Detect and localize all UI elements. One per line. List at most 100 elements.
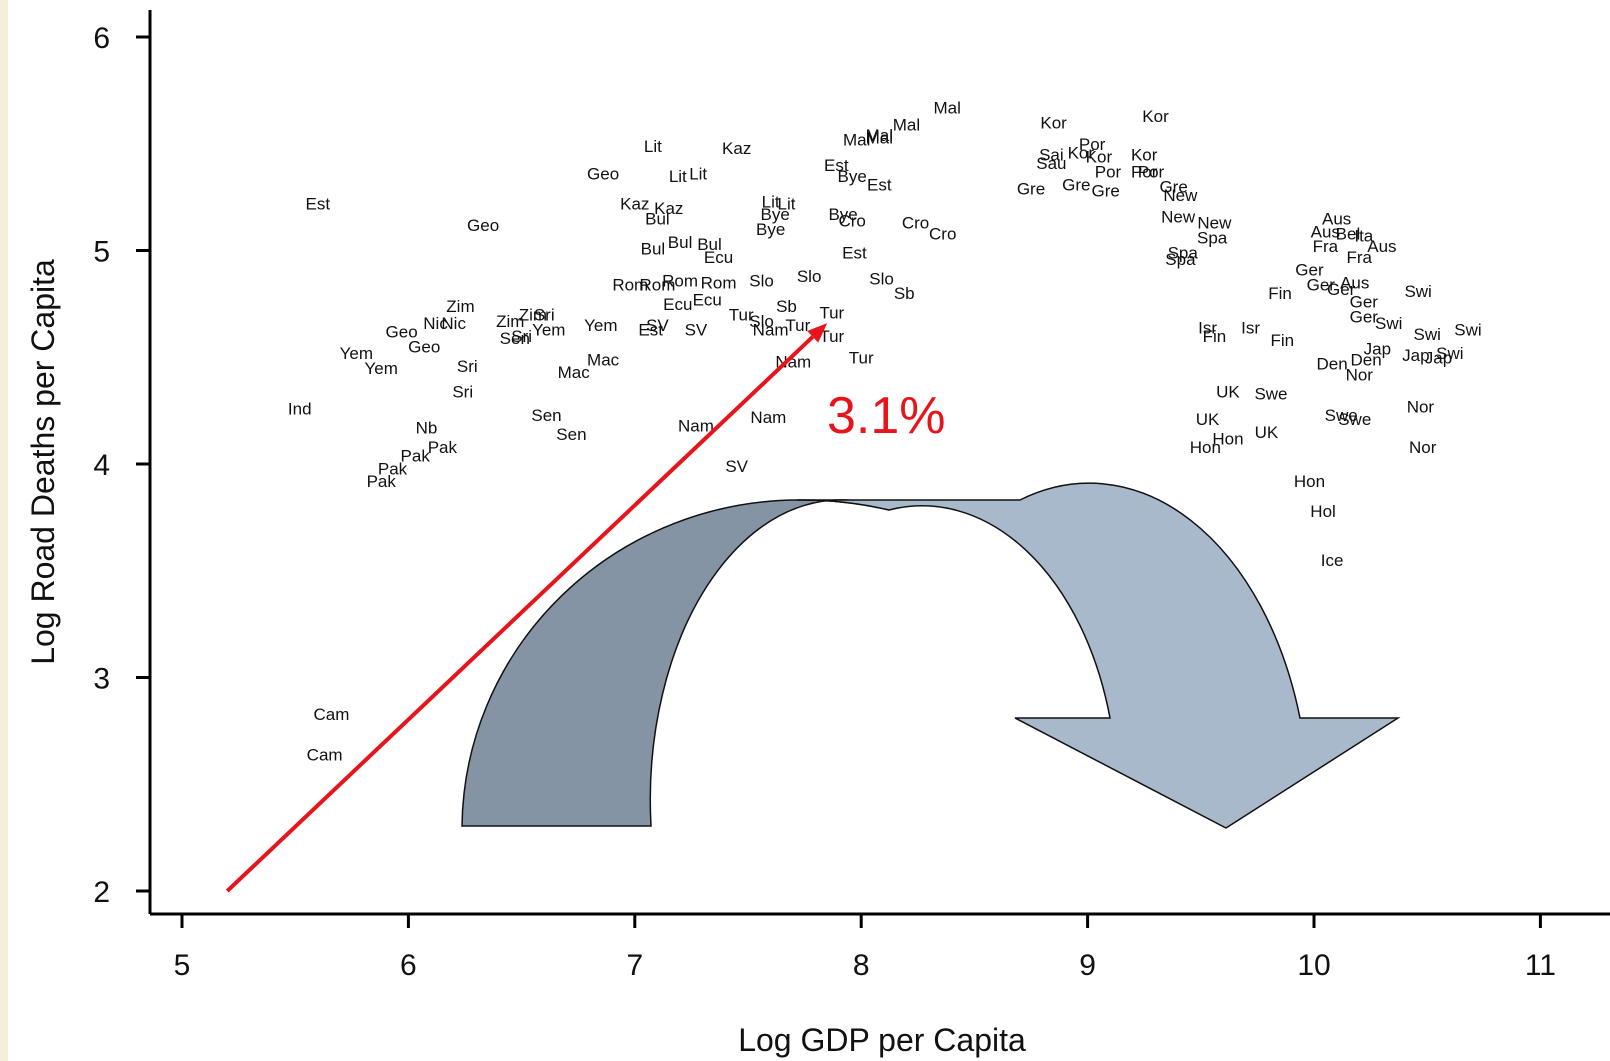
data-point-label: Spa <box>1165 250 1196 269</box>
data-point-label: Slo <box>869 269 894 288</box>
data-point-label: Est <box>824 156 849 175</box>
data-point-label: Nic <box>441 314 466 333</box>
data-point-label: Swe <box>1325 406 1358 425</box>
data-point-label: Mal <box>866 128 893 147</box>
data-point-label: Sb <box>894 284 915 303</box>
data-point-label: Den <box>1317 355 1348 374</box>
data-point-label: Sai <box>1039 145 1064 164</box>
data-point-label: Bye <box>761 205 790 224</box>
data-point-label: Ecu <box>704 248 733 267</box>
data-point-label: Pak <box>401 446 431 465</box>
data-point-label: Aus <box>1322 209 1351 228</box>
data-point-label: Tur <box>785 316 810 335</box>
data-point-label: Lit <box>669 167 687 186</box>
data-point-label: Bye <box>828 205 857 224</box>
data-point-label: Rom <box>639 276 675 295</box>
data-point-label: SV <box>685 320 708 339</box>
data-point-label: Nam <box>753 320 789 339</box>
data-point-label: Den <box>1350 350 1381 369</box>
data-point-label: Yem <box>532 320 565 339</box>
data-point-label: Gre <box>1092 182 1120 201</box>
data-point-label: Mac <box>587 350 620 369</box>
data-point-label: UK <box>1196 410 1220 429</box>
data-point-label: Spa <box>1168 244 1199 263</box>
y-tick-label: 2 <box>93 876 110 909</box>
data-point-label: Gre <box>1159 177 1187 196</box>
growth-arrow-head <box>807 323 828 343</box>
data-point-label: New <box>1197 214 1232 233</box>
x-tick-label: 8 <box>853 949 870 982</box>
data-point-label: Rom <box>612 276 648 295</box>
y-tick-label: 3 <box>93 663 110 696</box>
data-point-label: Kaz <box>620 195 649 214</box>
data-point-label: Bye <box>837 167 866 186</box>
data-point-label: Ger <box>1350 293 1379 312</box>
data-point-label: Tur <box>849 348 874 367</box>
data-point-label: Geo <box>467 216 499 235</box>
data-point-label: Lit <box>762 192 780 211</box>
data-point-label: Tur <box>729 306 754 325</box>
data-point-label: SV <box>646 316 669 335</box>
growth-rate-label: 3.1% <box>827 387 946 445</box>
y-axis-title: Log Road Deaths per Capita <box>25 259 61 665</box>
data-point-label: Est <box>867 175 892 194</box>
data-point-label: Aus <box>1311 222 1340 241</box>
data-point-label: Nic <box>423 314 448 333</box>
data-point-label: Nam <box>750 408 786 427</box>
data-point-label: Zim <box>519 306 547 325</box>
curved-arrow-graphic <box>461 482 1401 829</box>
data-point-label: Sen <box>531 406 561 425</box>
data-point-label: Sri <box>452 382 473 401</box>
data-point-label: Yem <box>340 344 373 363</box>
data-point-label: Lit <box>778 195 796 214</box>
data-point-label: Lit <box>689 165 707 184</box>
data-point-label: Rom <box>701 274 737 293</box>
data-point-label: Zim <box>446 297 474 316</box>
data-point-label: Nb <box>416 419 438 438</box>
data-point-label: Yem <box>584 316 617 335</box>
data-point-label: Por <box>1131 163 1158 182</box>
data-point-label: Slo <box>797 267 822 286</box>
data-point-label: Nor <box>1409 438 1437 457</box>
data-point-label: Kaz <box>722 139 751 158</box>
data-point-label: Ger <box>1350 308 1379 327</box>
x-axis-title: Log GDP per Capita <box>738 1022 1026 1058</box>
data-point-label: Nam <box>775 353 811 372</box>
data-point-label: Est <box>306 195 331 214</box>
axes <box>148 10 1610 916</box>
data-point-label: Slo <box>749 312 774 331</box>
curved-arrow-dark-half <box>461 499 890 827</box>
data-point-label: Kaz <box>654 199 683 218</box>
data-point-label: Bul <box>668 233 693 252</box>
data-point-label: Hon <box>1294 472 1325 491</box>
data-point-label: Swi <box>1404 282 1431 301</box>
data-point-label: Bye <box>756 220 785 239</box>
left-margin-strip <box>0 0 8 1061</box>
data-point-label: Hol <box>1310 502 1336 521</box>
data-point-label: Est <box>842 244 867 263</box>
data-point-label: Ecu <box>693 291 722 310</box>
data-point-label: Ger <box>1295 261 1324 280</box>
data-point-label: Mal <box>893 116 920 135</box>
data-point-label: Kor <box>1131 145 1158 164</box>
data-point-label: Bel <box>1336 224 1361 243</box>
data-point-label: Lit <box>644 137 662 156</box>
data-point-label: Fra <box>1347 248 1373 267</box>
growth-annotation: 3.1% <box>225 323 946 893</box>
data-point-label: Kor <box>1068 143 1095 162</box>
data-point-label: Mal <box>843 130 870 149</box>
data-point-label: UK <box>1255 423 1279 442</box>
data-point-label: Sau <box>1036 154 1066 173</box>
data-point-label: Cam <box>313 705 349 724</box>
x-ticks: 5 6 7 8 9 10 11 <box>174 914 1556 982</box>
y-ticks: 2 3 4 5 6 <box>93 22 150 909</box>
data-point-label: Yem <box>365 359 398 378</box>
data-point-label: UK <box>1216 382 1240 401</box>
data-point-label: Jap <box>1402 346 1429 365</box>
x-tick-label: 9 <box>1079 949 1096 982</box>
data-point-label: Tur <box>819 327 844 346</box>
x-tick-label: 5 <box>174 949 191 982</box>
data-point-label: New <box>1163 186 1198 205</box>
